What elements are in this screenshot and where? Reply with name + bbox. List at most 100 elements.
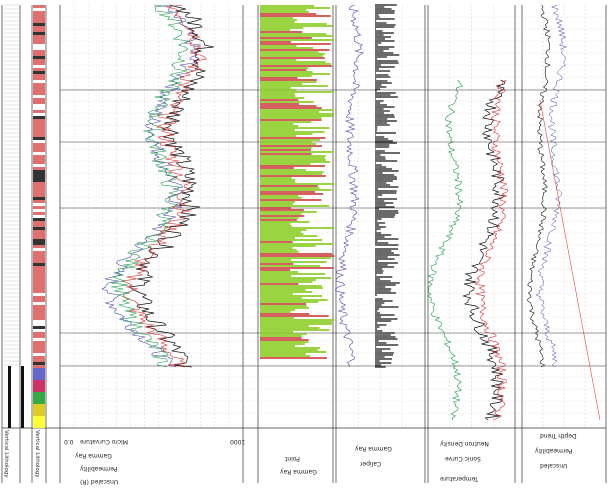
track2-header-1: Point xyxy=(285,455,300,462)
lithology-band xyxy=(33,119,45,122)
fill-band xyxy=(260,89,297,91)
fill-band xyxy=(260,23,327,25)
fill-band xyxy=(260,131,325,133)
lithology-band xyxy=(33,98,45,101)
fill-band xyxy=(260,251,299,253)
fill-band xyxy=(260,255,335,257)
fill-band xyxy=(260,213,302,215)
fill-band xyxy=(260,179,296,181)
lithology-band xyxy=(33,32,45,35)
fill-band xyxy=(260,209,304,211)
lithology-band xyxy=(33,197,45,200)
lithology-band xyxy=(33,188,45,191)
fill-band xyxy=(260,163,311,165)
lithology-band xyxy=(33,80,45,83)
fill-band xyxy=(260,101,314,103)
track3-header-2: Caliper xyxy=(360,460,382,467)
lithology-band xyxy=(33,194,45,197)
lithology-band xyxy=(33,110,45,113)
fill-band xyxy=(260,341,309,343)
fill-band xyxy=(260,227,335,229)
fill-band xyxy=(260,31,303,33)
track2-header-2: Gamma Ray xyxy=(280,468,317,475)
fill-band xyxy=(260,133,313,135)
lithology-band xyxy=(33,254,45,257)
fill-band xyxy=(260,317,295,319)
track4-header-3: Temperature xyxy=(440,475,479,482)
lithology-band xyxy=(33,344,45,347)
fill-band xyxy=(260,337,302,339)
perm-curve xyxy=(535,4,568,368)
track3-header-1: Gamma Ray xyxy=(355,445,392,452)
fill-band xyxy=(260,141,312,143)
fill-band xyxy=(260,201,295,203)
lithology-band xyxy=(33,335,45,338)
fill-band xyxy=(260,205,330,207)
fill-band xyxy=(260,311,291,313)
lithology-band xyxy=(33,149,45,152)
fill-band xyxy=(260,219,297,221)
lithology-band xyxy=(33,320,45,323)
lithology-band xyxy=(33,356,45,359)
fill-band xyxy=(260,41,291,43)
lithology-band xyxy=(33,233,45,236)
green-curve xyxy=(111,4,190,368)
fill-band xyxy=(260,35,334,37)
lithology-band xyxy=(33,368,45,380)
lithology-band xyxy=(33,29,45,32)
lithology-band xyxy=(33,89,45,92)
fill-band xyxy=(260,239,323,241)
fill-band xyxy=(260,327,320,329)
fill-band xyxy=(260,187,320,189)
fill-band xyxy=(260,177,292,179)
fill-band xyxy=(260,309,296,311)
trend-line xyxy=(539,99,601,421)
fill-band xyxy=(260,167,294,169)
fill-band xyxy=(260,7,331,9)
fill-band xyxy=(260,143,316,145)
fill-band xyxy=(260,139,320,141)
lithology-band xyxy=(33,50,45,53)
fill-band xyxy=(260,135,296,137)
lithology-band xyxy=(33,323,45,326)
fill-band xyxy=(260,329,330,331)
lithology-band xyxy=(33,152,45,155)
fill-band xyxy=(260,171,324,173)
fill-band xyxy=(260,105,317,107)
fill-band xyxy=(260,287,323,289)
fill-band xyxy=(260,189,332,191)
fill-band xyxy=(260,53,325,55)
lithology-band xyxy=(33,203,45,206)
lithology-band xyxy=(33,251,45,254)
fill-band xyxy=(260,243,334,245)
fill-band xyxy=(260,321,332,323)
fill-band xyxy=(260,231,302,233)
fill-band xyxy=(260,127,330,129)
fill-band xyxy=(260,39,335,41)
lithology-band xyxy=(33,266,45,269)
fill-band xyxy=(260,237,296,239)
lithology-band xyxy=(33,107,45,110)
lithology-band xyxy=(33,20,45,23)
lithology-band xyxy=(33,59,45,62)
fill-band xyxy=(260,211,317,213)
lithology-band xyxy=(33,41,45,44)
lithology-band xyxy=(33,209,45,212)
lithology-band xyxy=(33,77,45,80)
density-curve xyxy=(474,79,509,421)
fill-band xyxy=(260,285,322,287)
fill-band xyxy=(260,49,330,51)
lithology-band xyxy=(33,122,45,125)
fill-band xyxy=(260,265,320,267)
strip-block xyxy=(8,366,11,428)
fill-band xyxy=(260,233,304,235)
lithology-band xyxy=(33,314,45,317)
lithology-band xyxy=(33,326,45,329)
lithology-band xyxy=(33,47,45,50)
fill-band xyxy=(260,151,334,153)
fill-band xyxy=(260,25,333,27)
fill-band xyxy=(260,191,315,193)
fill-band xyxy=(260,223,291,225)
fill-band xyxy=(260,121,312,123)
